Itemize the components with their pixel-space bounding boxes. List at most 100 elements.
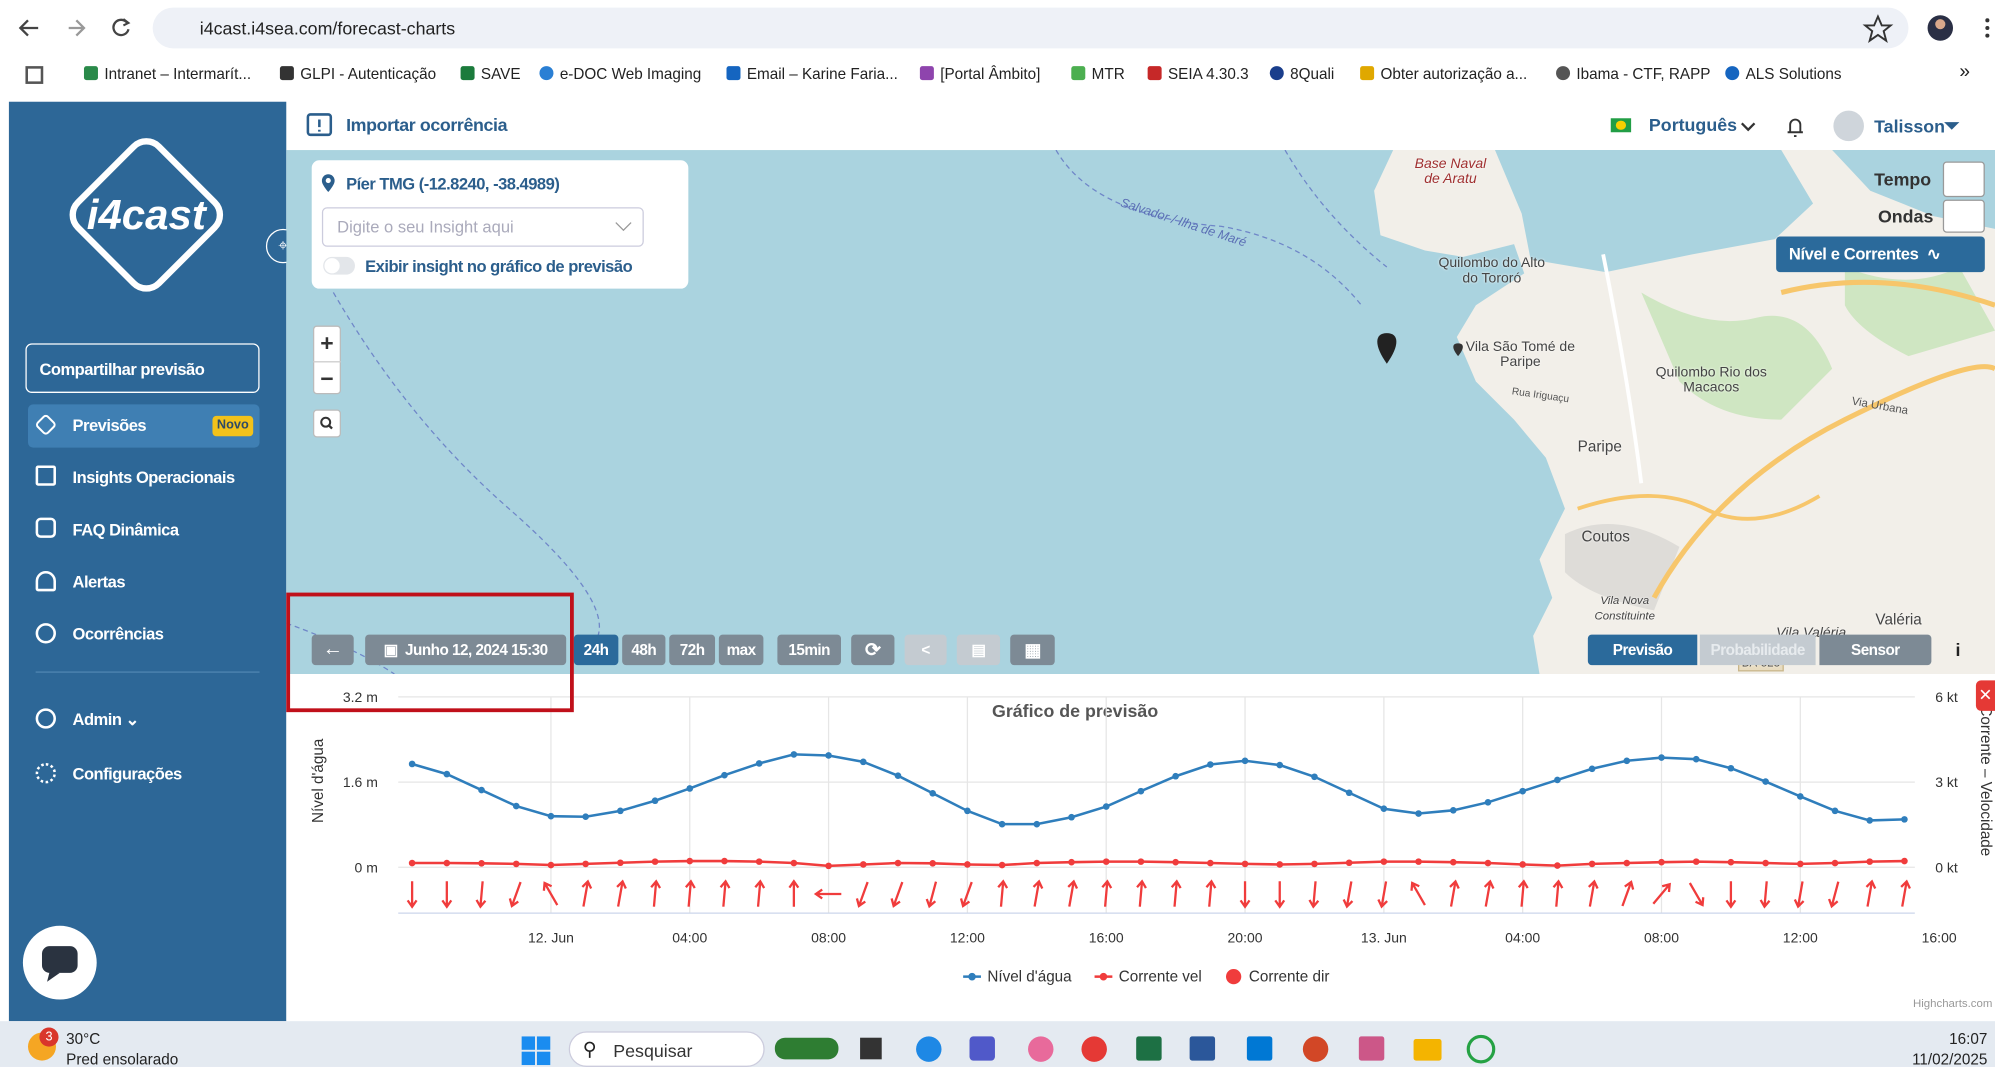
bookmark[interactable]: Email – Karine Faria... <box>726 65 897 83</box>
temperature[interactable]: 30°C <box>66 1030 100 1048</box>
data-point <box>1381 858 1388 865</box>
nav-icons <box>0 0 178 51</box>
data-point <box>686 858 693 865</box>
mode-button[interactable]: Previsão <box>1588 635 1697 666</box>
map-search[interactable] <box>313 409 341 437</box>
refresh-button[interactable]: ⟳ <box>851 635 894 666</box>
table-button[interactable]: ▦ <box>1010 635 1055 666</box>
bookmark[interactable]: ALS Solutions <box>1725 65 1841 83</box>
map-label: Base Naval de Aratu <box>1406 156 1495 187</box>
legend-symbol <box>1100 973 1108 981</box>
mode-button[interactable]: Sensor <box>1819 635 1931 666</box>
layer[interactable]: Nível e Correntes <box>1789 244 1919 263</box>
layer-icon[interactable] <box>1943 200 1985 233</box>
y-tick-label: 1.6 m <box>343 774 378 790</box>
data-point <box>1519 861 1526 868</box>
info-button[interactable]: i <box>1956 640 1961 660</box>
legend-label[interactable]: Corrente dir <box>1249 969 1330 986</box>
import-button[interactable]: Importar ocorrência <box>346 114 507 134</box>
layer-active[interactable]: Nível e Correntes ∿ <box>1776 237 1985 273</box>
menu-icon <box>36 708 56 728</box>
bookmark[interactable]: 8Quali <box>1270 65 1334 83</box>
language-select[interactable]: Português <box>1649 114 1737 134</box>
range-button[interactable]: max <box>719 635 764 666</box>
x-tick-label: 20:00 <box>1228 929 1263 945</box>
toggle-label[interactable]: Exibir insight no gráfico de previsão <box>365 257 632 276</box>
bookmark[interactable]: Ibama - CTF, RAPP <box>1556 65 1710 83</box>
bookmark[interactable]: SEIA 4.30.3 <box>1148 65 1249 83</box>
clock[interactable]: 16:07 <box>1883 1030 1987 1048</box>
x-tick-label: 12. Jun <box>528 929 574 945</box>
zoom-in[interactable]: + <box>313 327 341 360</box>
credits[interactable]: Highcharts.com <box>1913 998 1992 1010</box>
menu-item[interactable]: Previsões <box>73 416 147 435</box>
toggle[interactable] <box>323 257 355 275</box>
menu-icon <box>36 623 56 643</box>
apps-icon[interactable] <box>25 66 43 84</box>
bookmark[interactable]: Intranet – Intermarít... <box>84 65 251 83</box>
data-point <box>825 752 832 759</box>
data-point <box>1138 788 1145 795</box>
placeholder[interactable]: Digite o seu Insight aqui <box>337 217 514 236</box>
data-point <box>860 861 867 868</box>
data-point <box>1450 859 1457 866</box>
x-tick-label: 16:00 <box>1922 929 1957 945</box>
range-button[interactable]: 48h <box>622 635 665 666</box>
menu-item[interactable]: Alertas <box>73 572 126 591</box>
admin-label[interactable]: Admin <box>73 710 122 729</box>
bookmark[interactable]: e-DOC Web Imaging <box>539 65 701 83</box>
zoom-out[interactable]: − <box>313 361 341 394</box>
menu-item[interactable]: Configurações <box>73 764 182 783</box>
start-button[interactable] <box>520 1035 553 1066</box>
data-point <box>1172 773 1179 780</box>
menu-item[interactable]: Admin ⌄ <box>73 710 139 730</box>
share-button[interactable]: Compartilhar previsão <box>25 343 259 393</box>
user-name[interactable]: Talisson <box>1874 116 1945 136</box>
data-point <box>860 759 867 766</box>
data-point <box>1832 808 1839 815</box>
data-point <box>895 860 902 867</box>
data-point <box>1901 816 1908 823</box>
menu-item[interactable]: FAQ Dinâmica <box>73 520 179 539</box>
data-point <box>1381 805 1388 812</box>
menu-item[interactable]: Ocorrências <box>73 624 164 643</box>
share-chart-button[interactable]: < <box>905 635 947 666</box>
avatar[interactable] <box>1833 111 1864 142</box>
range-button[interactable]: 24h <box>574 635 619 666</box>
map-label: Paripe <box>1578 439 1622 454</box>
mode-button[interactable]: Probabilidade <box>1700 635 1816 666</box>
url[interactable]: i4cast.i4sea.com/forecast-charts <box>200 18 455 38</box>
data-point <box>1068 814 1075 821</box>
layer[interactable]: Ondas <box>1878 206 1933 226</box>
bookmark[interactable]: [Portal Âmbito] <box>920 65 1040 83</box>
chat-button[interactable] <box>22 925 101 1004</box>
data-point <box>1415 858 1422 865</box>
legend-label[interactable]: Corrente vel <box>1119 969 1202 986</box>
bookmark[interactable]: MTR <box>1071 65 1124 83</box>
data-point <box>1623 860 1630 867</box>
close-button[interactable]: ✕ <box>1976 680 1995 711</box>
date[interactable]: 11/02/2025 <box>1883 1050 1987 1067</box>
data-point <box>1866 817 1873 824</box>
weather[interactable]: Pred ensolarado <box>66 1050 178 1067</box>
search-label[interactable]: Pesquisar <box>613 1040 692 1060</box>
menu-item[interactable]: Insights Operacionais <box>73 468 235 487</box>
interval-button[interactable]: 15min <box>777 635 841 666</box>
y2-axis-title: Corrente – Velocidade <box>1977 705 1994 856</box>
legend-label[interactable]: Nível d'água <box>987 969 1072 986</box>
data-point <box>825 863 832 870</box>
bookmark[interactable]: Obter autorização a... <box>1360 65 1527 83</box>
bookmark[interactable]: SAVE <box>461 65 521 83</box>
data-point <box>791 860 798 867</box>
pdf-button[interactable]: ▤ <box>957 635 1000 666</box>
bookmark[interactable]: GLPI - Autenticação <box>280 65 436 83</box>
more-bookmarks[interactable]: » <box>1959 61 1970 83</box>
data-point <box>1311 773 1318 780</box>
flag <box>1611 118 1631 132</box>
menu-icon <box>36 763 56 783</box>
layer-icon[interactable] <box>1943 162 1985 198</box>
layer[interactable]: Tempo <box>1874 169 1931 189</box>
x-tick-label: 13. Jun <box>1361 929 1407 945</box>
range-button[interactable]: 72h <box>669 635 715 666</box>
x-tick-label: 12:00 <box>950 929 985 945</box>
